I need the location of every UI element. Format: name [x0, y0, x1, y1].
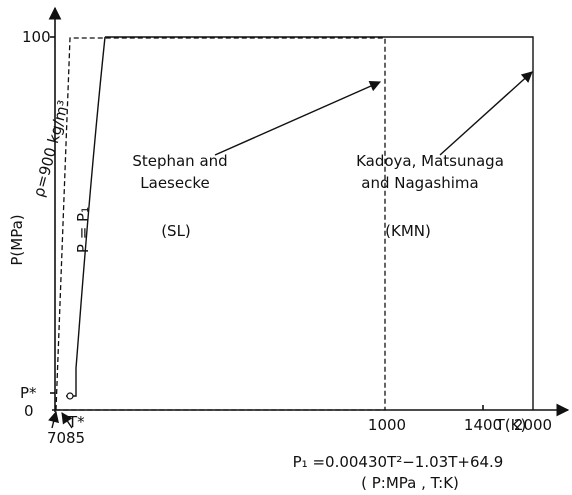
y-tick: 0 — [24, 402, 34, 420]
equation-units: ( P:MPa , T:K) — [361, 474, 459, 492]
y-label: P(MPa) — [8, 214, 26, 265]
density-label: ρ=900 kg/m³ — [30, 98, 73, 199]
region-line: and Nagashima — [361, 174, 478, 192]
y-tick: P* — [20, 384, 37, 402]
x-tick: 1400 — [464, 416, 502, 434]
equation: P₁ =0.00430T²−1.03T+64.9 — [293, 453, 504, 471]
arrow — [48, 410, 59, 429]
x-tick: 1000 — [368, 416, 406, 434]
melting-curve — [66, 36, 106, 397]
region-line: Laesecke — [140, 174, 209, 192]
x-tick: 70 — [47, 429, 66, 447]
melting-label: P = P₁ — [74, 207, 92, 253]
arrow — [439, 71, 533, 156]
arrow — [214, 80, 382, 156]
arrow — [61, 412, 73, 429]
x-tick: 85 — [66, 429, 85, 447]
sl-boundary — [55, 37, 386, 411]
region-abbr: (KMN) — [385, 222, 431, 240]
x-label: T(K) — [495, 416, 527, 434]
x-tick: 2000 — [514, 416, 552, 434]
region-line: Kadoya, Matsunaga — [356, 152, 504, 170]
region-line: Stephan and — [132, 152, 227, 170]
kmn-boundary — [105, 36, 534, 410]
triple-point — [66, 392, 74, 400]
region-abbr: (SL) — [161, 222, 191, 240]
y-tick: 100 — [22, 28, 51, 46]
t-star: T* — [67, 413, 85, 431]
